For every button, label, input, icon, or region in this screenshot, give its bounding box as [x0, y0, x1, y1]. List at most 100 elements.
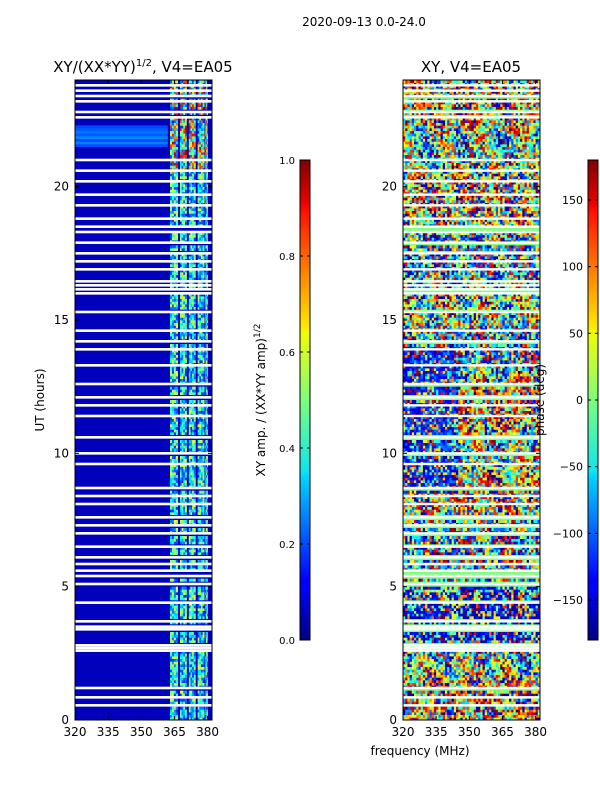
- heatmap-cell: [171, 669, 175, 673]
- heatmap-cell: [190, 333, 193, 337]
- heatmap-cell: [184, 386, 187, 390]
- heatmap-cell: [411, 709, 415, 713]
- heatmap-cell: [175, 669, 179, 673]
- heatmap-cell: [205, 368, 207, 372]
- heatmap-cell: [193, 117, 196, 121]
- heatmap-cell: [414, 680, 417, 684]
- heatmap-cell: [207, 141, 208, 145]
- heatmap-cell: [405, 714, 408, 718]
- heatmap-cell: [207, 672, 208, 676]
- heatmap-cell: [183, 690, 186, 694]
- heatmap-cell: [193, 469, 196, 473]
- heatmap-cell: [193, 613, 196, 617]
- heatmap-cell: [170, 616, 173, 620]
- heatmap-cell: [200, 184, 203, 188]
- heatmap-cell: [199, 477, 202, 481]
- heatmap-cell: [509, 677, 512, 681]
- heatmap-cell: [491, 693, 494, 697]
- heatmap-cell: [175, 133, 179, 137]
- heatmap-cell: [171, 506, 175, 510]
- heatmap-cell: [183, 149, 186, 153]
- heatmap-cell: [181, 152, 184, 156]
- heatmap-cell: [524, 709, 528, 713]
- heatmap-cell: [197, 154, 200, 158]
- heatmap-cell: [431, 693, 435, 697]
- heatmap-cell: [407, 682, 410, 686]
- heatmap-cell: [405, 717, 408, 720]
- heatmap-cell: [199, 717, 202, 720]
- heatmap-cell: [184, 162, 187, 166]
- heatmap-cell: [205, 189, 207, 193]
- heatmap-cell: [422, 682, 426, 686]
- heatmap-cell: [183, 312, 186, 316]
- heatmap-cell: [190, 445, 193, 449]
- heatmap-cell: [193, 677, 196, 681]
- heatmap-cell: [193, 120, 196, 124]
- heatmap-cell: [181, 293, 184, 297]
- heatmap-cell: [170, 597, 173, 601]
- heatmap-cell: [471, 712, 475, 716]
- heatmap-cell: [206, 592, 208, 596]
- heatmap-cell: [202, 360, 205, 364]
- heatmap-cell: [173, 672, 177, 676]
- heatmap-cell: [420, 709, 424, 713]
- heatmap-cell: [202, 365, 205, 369]
- heatmap-cell: [420, 701, 424, 705]
- heatmap-cell: [436, 680, 439, 684]
- heatmap-cell: [170, 392, 173, 396]
- heatmap-cell: [192, 469, 195, 473]
- heatmap-cell: [183, 344, 186, 348]
- heatmap-cell: [188, 106, 191, 110]
- heatmap-cell: [181, 272, 184, 276]
- heatmap-cell: [409, 690, 413, 694]
- heatmap-cell: [175, 253, 179, 257]
- flagged-row: [75, 620, 212, 623]
- heatmap-cell: [436, 682, 439, 686]
- heatmap-cell: [175, 549, 179, 553]
- heatmap-cell: [179, 589, 182, 593]
- heatmap-cell: [181, 405, 184, 409]
- heatmap-cell: [183, 477, 186, 481]
- heatmap-cell: [173, 133, 177, 137]
- heatmap-cell: [202, 472, 205, 476]
- heatmap-cell: [175, 352, 179, 356]
- heatmap-cell: [484, 712, 488, 716]
- heatmap-cell: [181, 213, 184, 217]
- heatmap-cell: [205, 368, 207, 372]
- heatmap-cell: [205, 221, 207, 225]
- heatmap-cell: [179, 296, 182, 300]
- heatmap-cell: [170, 666, 173, 670]
- heatmap-cell: [183, 637, 186, 641]
- heatmap-cell: [207, 613, 208, 617]
- heatmap-cell: [427, 690, 430, 694]
- heatmap-cell: [199, 122, 202, 126]
- heatmap-cell: [467, 672, 470, 676]
- heatmap-cell: [183, 405, 186, 409]
- heatmap-cell: [200, 218, 203, 222]
- heatmap-cell: [179, 456, 182, 460]
- heatmap-cell: [190, 498, 193, 502]
- heatmap-cell: [206, 253, 208, 257]
- heatmap-cell: [173, 496, 177, 500]
- heatmap-cell: [199, 176, 202, 180]
- heatmap-cell: [207, 165, 208, 169]
- heatmap-cell: [192, 301, 195, 305]
- heatmap-cell: [504, 712, 508, 716]
- heatmap-cell: [175, 634, 179, 638]
- heatmap-cell: [193, 296, 196, 300]
- heatmap-cell: [205, 130, 207, 134]
- heatmap-cell: [193, 509, 196, 513]
- heatmap-cell: [184, 373, 187, 377]
- heatmap-cell: [170, 589, 173, 593]
- heatmap-cell: [193, 664, 196, 668]
- heatmap-cell: [197, 200, 200, 204]
- heatmap-cell: [181, 616, 184, 620]
- heatmap-cell: [181, 640, 184, 644]
- heatmap-cell: [207, 594, 208, 598]
- heatmap-cell: [207, 378, 208, 382]
- heatmap-cell: [197, 138, 200, 142]
- heatmap-cell: [429, 706, 433, 710]
- heatmap-cell: [199, 165, 202, 169]
- heatmap-cell: [528, 709, 532, 713]
- heatmap-cell: [416, 709, 419, 713]
